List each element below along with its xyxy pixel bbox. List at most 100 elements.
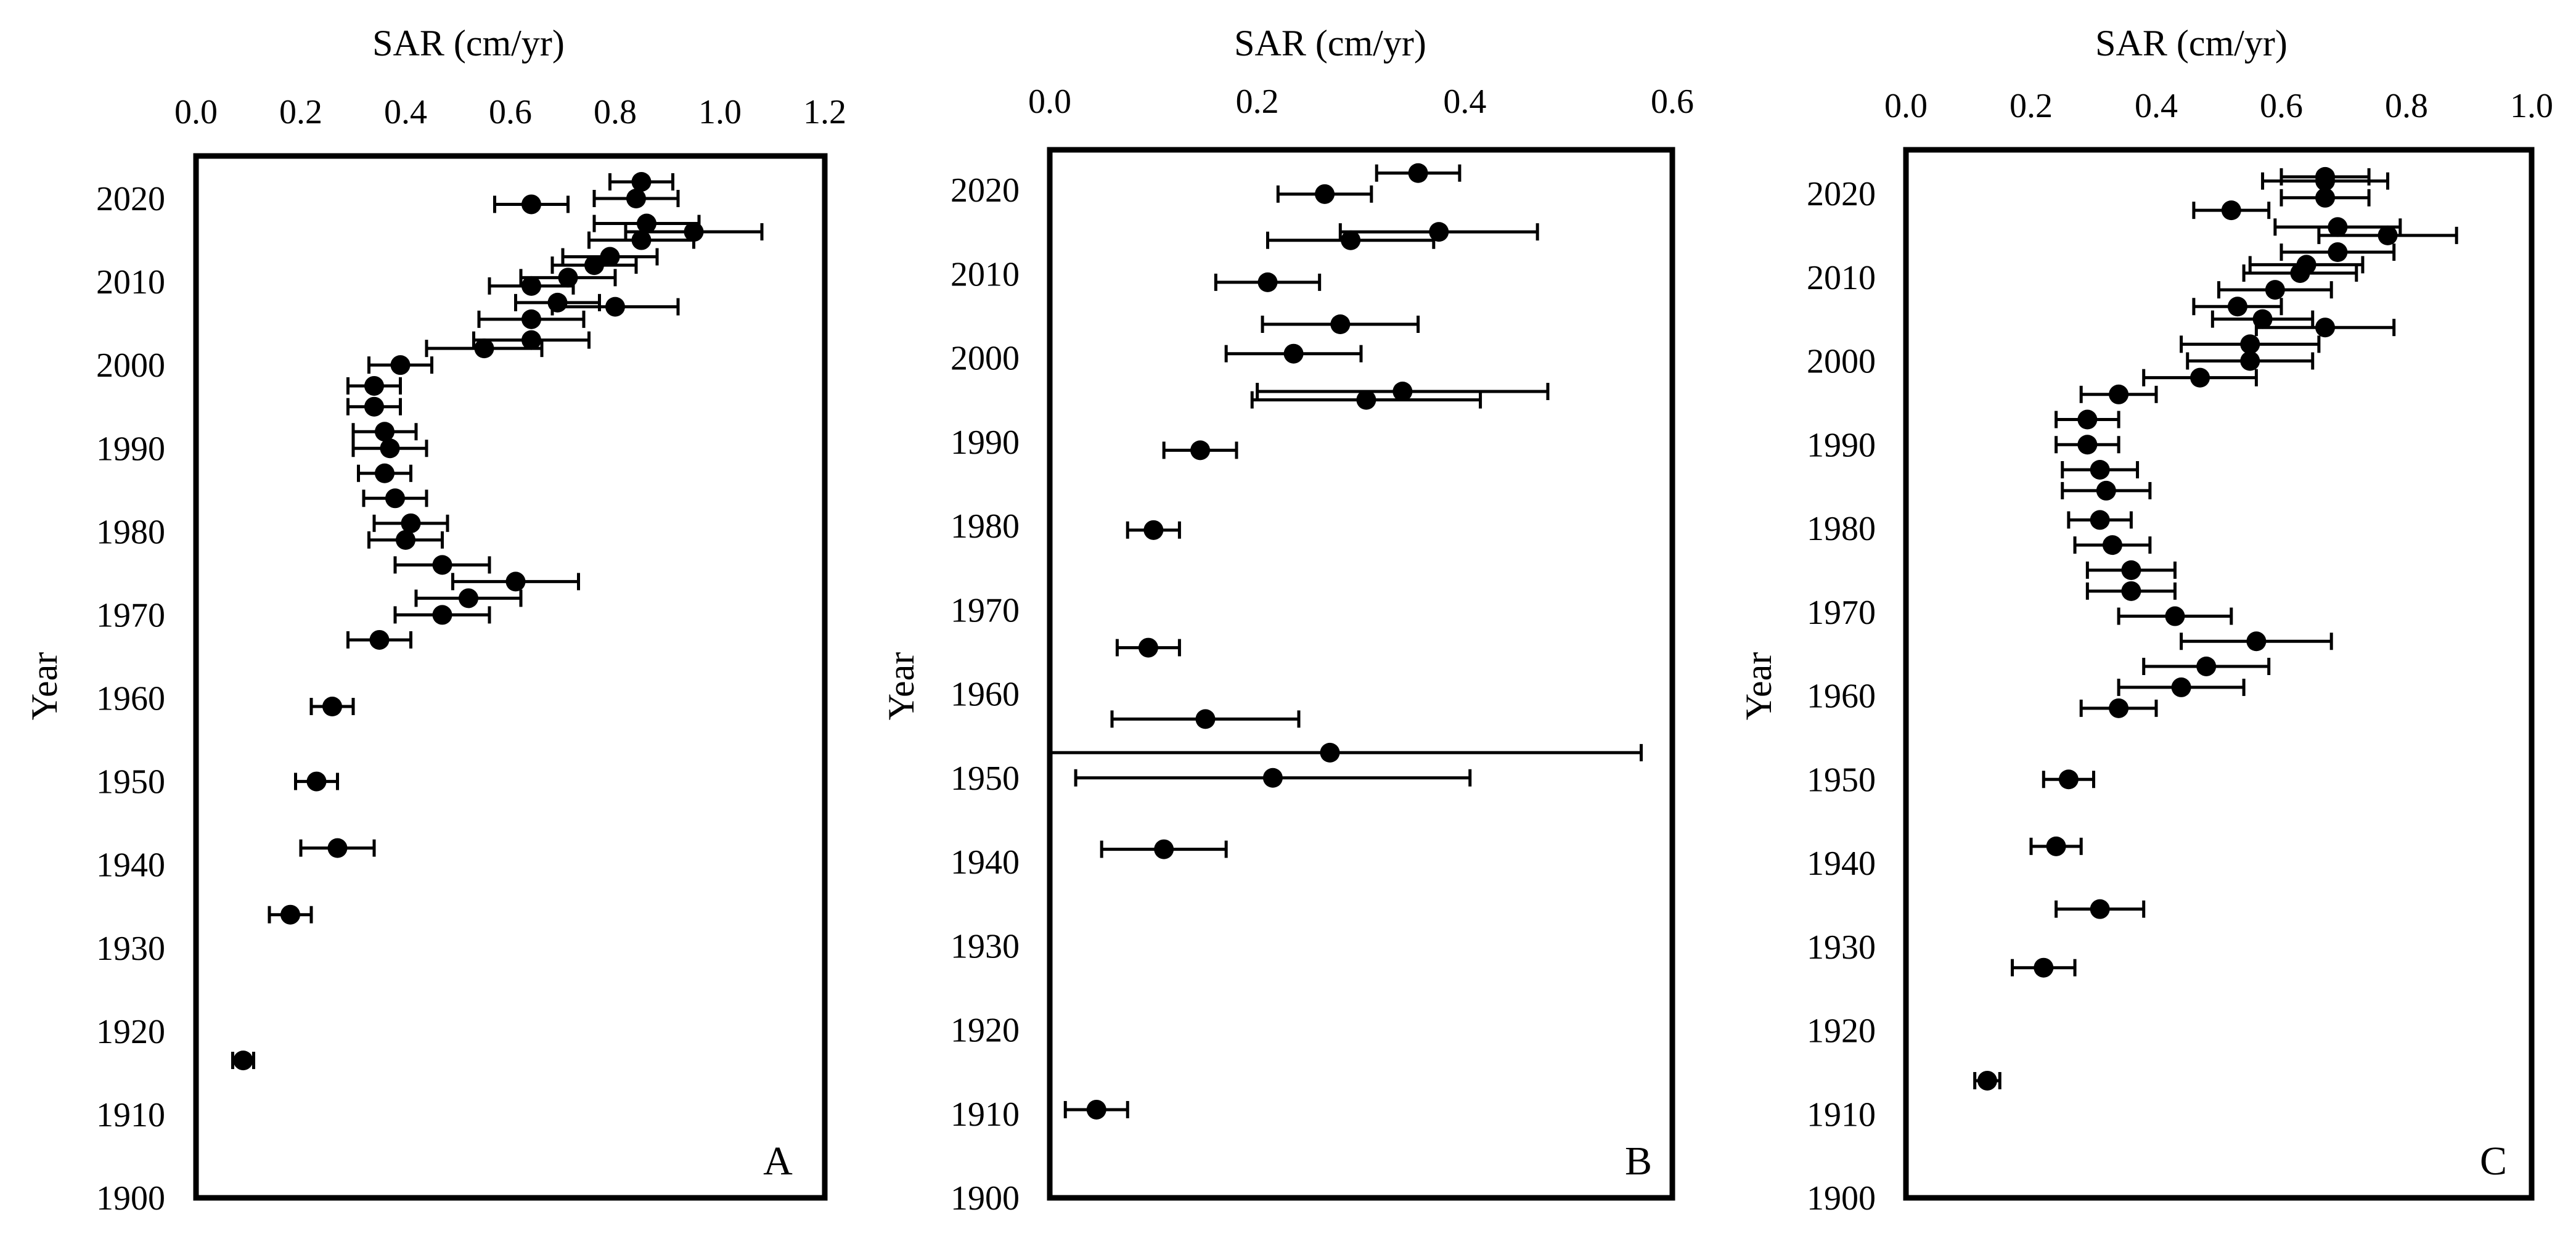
y-tick-labels: 1900 1910 1920 1930 1940 1950 1960 1970 1980 1990…	[96, 180, 165, 1218]
data-point	[1086, 1099, 1106, 1120]
y-tick-label: 1940	[951, 843, 1020, 882]
x-tick-label: 0.6	[2260, 87, 2303, 125]
data-point	[2240, 351, 2260, 371]
data-point	[2315, 171, 2336, 191]
data-point	[1315, 184, 1335, 204]
data-point	[2171, 677, 2191, 697]
data-point	[1408, 163, 1428, 183]
y-tick-label: 1900	[1807, 1179, 1876, 1218]
panel-c: SAR (cm/yr) Year 0.0 0.2 0.4 0.6 0.8 1.0 1900…	[1738, 23, 2553, 1218]
data-point	[2102, 535, 2122, 555]
x-tick-label: 0.0	[1884, 87, 1928, 125]
panel-b: SAR (cm/yr) Year 0.0 0.2 0.4 0.6 1900191019…	[881, 23, 1694, 1218]
y-tick-labels: 1900 1910 1920 1930 1940 1950 1960 1970 1980 1990…	[1807, 175, 1876, 1218]
x-axis-title: SAR (cm/yr)	[2095, 23, 2288, 63]
y-tick-label: 1930	[96, 930, 165, 968]
x-tick-label: 0.2	[2010, 87, 2053, 125]
data-point	[375, 422, 395, 442]
data-point	[280, 904, 300, 925]
data-point	[369, 629, 390, 650]
data-point	[1138, 637, 1158, 658]
data-point	[1283, 343, 1304, 364]
x-tick-label: 1.0	[2510, 87, 2553, 125]
y-tick-label: 2010	[1807, 259, 1876, 297]
x-tick-label: 0.0	[174, 93, 218, 131]
y-tick-label: 1990	[96, 430, 165, 468]
data-point	[1262, 768, 1283, 788]
y-tick-label: 2020	[1807, 175, 1876, 213]
y-axis-title: Year	[881, 652, 922, 721]
x-tick-label: 0.8	[594, 93, 637, 131]
data-point	[2190, 367, 2210, 388]
data-point	[1154, 839, 1174, 859]
data-point	[626, 189, 646, 208]
data-point	[600, 247, 620, 267]
data-point	[584, 255, 604, 276]
data-point	[432, 605, 452, 625]
y-tick-label: 1980	[96, 513, 165, 551]
panel-label: C	[2480, 1139, 2507, 1184]
data-point	[2077, 409, 2098, 430]
y-axis-title: Year	[24, 652, 65, 721]
data-point	[1330, 314, 1351, 334]
x-tick-label: 0.6	[1651, 83, 1694, 121]
data-point	[2096, 480, 2116, 501]
y-tick-label: 1920	[1807, 1012, 1876, 1050]
x-tick-labels: 0.0 0.2 0.4 0.6 0.8 1.0	[1884, 87, 2553, 125]
data-point	[1257, 272, 1278, 292]
data-point	[521, 276, 541, 296]
x-tick-label: 0.0	[1028, 83, 1071, 121]
data-point	[547, 292, 568, 313]
data-point	[1356, 390, 1376, 410]
y-tick-label: 1950	[1807, 761, 1876, 799]
data-point	[2090, 899, 2110, 919]
data-point	[2290, 263, 2310, 283]
data-point	[2165, 606, 2185, 626]
y-tick-label: 1980	[1807, 510, 1876, 548]
y-tick-label: 1950	[96, 763, 165, 801]
y-tick-label: 1970	[951, 591, 1020, 629]
data-point	[327, 838, 348, 858]
data-point	[521, 309, 541, 329]
data-point	[474, 338, 494, 359]
data-point	[2265, 280, 2285, 300]
data-point	[2196, 656, 2217, 676]
y-tick-label: 1940	[96, 846, 165, 885]
data-point	[2109, 698, 2129, 718]
data-point	[432, 555, 452, 575]
plot-frame	[1903, 147, 2535, 1201]
y-tick-label: 1920	[951, 1012, 1020, 1050]
data-point	[2034, 957, 2054, 978]
data-point	[1320, 742, 1340, 763]
y-tick-label: 1930	[1807, 928, 1876, 967]
data-point	[605, 297, 625, 317]
data-point	[1190, 440, 1211, 461]
data-point	[1392, 382, 1413, 401]
y-tick-label: 1990	[1807, 426, 1876, 464]
plot-frame	[1047, 147, 1675, 1201]
data-point	[364, 396, 384, 417]
y-tick-label: 1900	[96, 1179, 165, 1218]
y-tick-label: 1920	[96, 1013, 165, 1051]
y-tick-label: 1940	[1807, 845, 1876, 883]
panel-label: A	[763, 1139, 793, 1184]
data-point	[2378, 225, 2398, 245]
data-point	[2227, 297, 2247, 317]
data-point	[2090, 459, 2110, 480]
data-point	[631, 230, 652, 250]
y-tick-label: 1900	[951, 1179, 1020, 1218]
y-tick-label: 2010	[951, 255, 1020, 293]
data-points	[1052, 163, 1643, 1120]
y-tick-label: 2000	[1807, 343, 1876, 381]
y-tick-label: 1960	[951, 676, 1020, 714]
data-point	[2246, 631, 2267, 652]
data-point	[2315, 317, 2336, 338]
y-tick-labels: 1900 1910 1920 1930 1940 1950 1960 1970 1980 1990…	[951, 171, 1020, 1218]
data-points	[1973, 166, 2458, 1091]
panel-a: SAR (cm/yr) Year 0.0 0.2 0.4 0.6 0.8 1.0 1.2 1…	[24, 23, 846, 1218]
y-tick-label: 2020	[96, 180, 165, 218]
data-point	[2240, 334, 2260, 354]
data-point	[2121, 581, 2141, 601]
x-tick-label: 0.6	[489, 93, 532, 131]
